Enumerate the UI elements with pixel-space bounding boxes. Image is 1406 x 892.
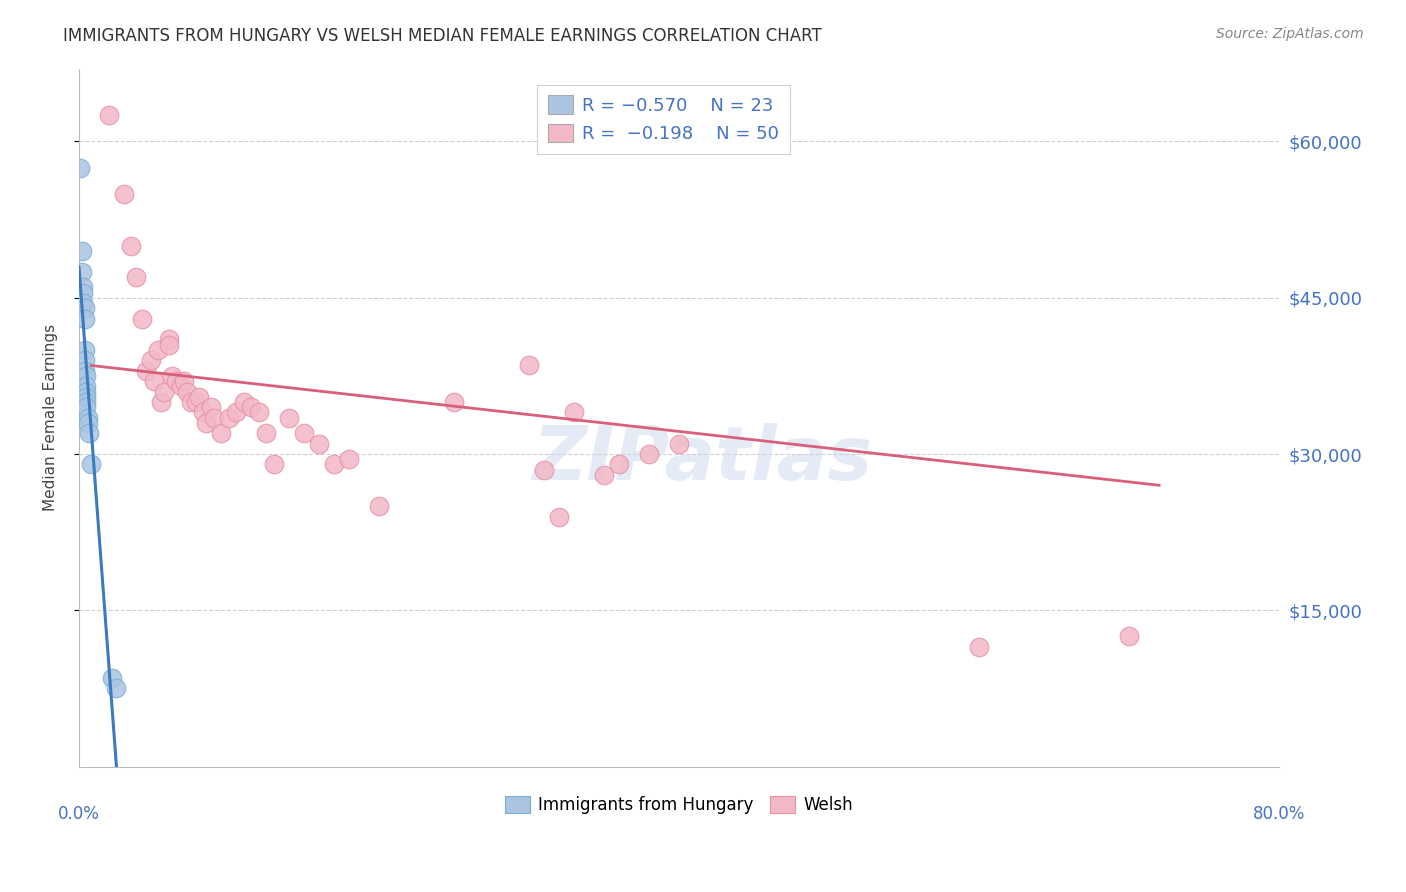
Point	[75, 395, 97, 409]
Point	[69, 161, 91, 175]
Point	[188, 390, 211, 404]
Point	[443, 395, 465, 409]
Point	[131, 311, 153, 326]
Point	[170, 379, 193, 393]
Point	[202, 410, 225, 425]
Point	[184, 395, 207, 409]
Point	[75, 400, 97, 414]
Point	[77, 416, 100, 430]
Point	[292, 426, 315, 441]
Point	[73, 301, 96, 315]
Y-axis label: Median Female Earnings: Median Female Earnings	[44, 324, 58, 511]
Point	[72, 296, 94, 310]
Point	[160, 368, 183, 383]
Text: 80.0%: 80.0%	[1253, 805, 1305, 823]
Point	[368, 499, 391, 513]
Point	[75, 368, 97, 383]
Point	[75, 390, 97, 404]
Point	[562, 405, 585, 419]
Point	[73, 311, 96, 326]
Point	[73, 343, 96, 357]
Point	[173, 374, 195, 388]
Point	[75, 384, 97, 399]
Text: 0.0%: 0.0%	[58, 805, 100, 823]
Point	[72, 280, 94, 294]
Point	[211, 426, 233, 441]
Point	[135, 364, 157, 378]
Point	[256, 426, 278, 441]
Point	[73, 364, 96, 378]
Point	[247, 405, 270, 419]
Point	[70, 244, 93, 258]
Point	[112, 186, 135, 201]
Point	[153, 384, 176, 399]
Point	[517, 359, 540, 373]
Text: Source: ZipAtlas.com: Source: ZipAtlas.com	[1216, 27, 1364, 41]
Point	[607, 458, 630, 472]
Point	[157, 337, 180, 351]
Point	[101, 671, 124, 685]
Point	[72, 285, 94, 300]
Point	[157, 333, 180, 347]
Point	[193, 405, 215, 419]
Point	[150, 395, 173, 409]
Point	[337, 452, 360, 467]
Point	[75, 379, 97, 393]
Point	[533, 463, 555, 477]
Point	[308, 436, 330, 450]
Point	[97, 108, 120, 122]
Point	[80, 458, 103, 472]
Point	[143, 374, 166, 388]
Point	[180, 395, 202, 409]
Point	[278, 410, 301, 425]
Point	[638, 447, 661, 461]
Point	[668, 436, 690, 450]
Text: ZIPatlas: ZIPatlas	[533, 423, 873, 496]
Text: IMMIGRANTS FROM HUNGARY VS WELSH MEDIAN FEMALE EARNINGS CORRELATION CHART: IMMIGRANTS FROM HUNGARY VS WELSH MEDIAN …	[63, 27, 823, 45]
Point	[79, 426, 101, 441]
Point	[225, 405, 247, 419]
Point	[73, 353, 96, 368]
Point	[218, 410, 240, 425]
Point	[166, 374, 188, 388]
Point	[125, 269, 148, 284]
Point	[233, 395, 256, 409]
Point	[593, 467, 616, 482]
Point	[200, 400, 222, 414]
Point	[263, 458, 285, 472]
Point	[195, 416, 218, 430]
Legend: R = −0.570    N = 23, R =  −0.198    N = 50: R = −0.570 N = 23, R = −0.198 N = 50	[537, 85, 790, 154]
Point	[139, 353, 162, 368]
Point	[121, 238, 143, 252]
Point	[240, 400, 263, 414]
Point	[1118, 629, 1140, 643]
Point	[967, 640, 990, 654]
Point	[323, 458, 346, 472]
Point	[548, 509, 571, 524]
Point	[77, 410, 100, 425]
Point	[70, 265, 93, 279]
Point	[105, 681, 128, 696]
Point	[148, 343, 170, 357]
Point	[176, 384, 198, 399]
